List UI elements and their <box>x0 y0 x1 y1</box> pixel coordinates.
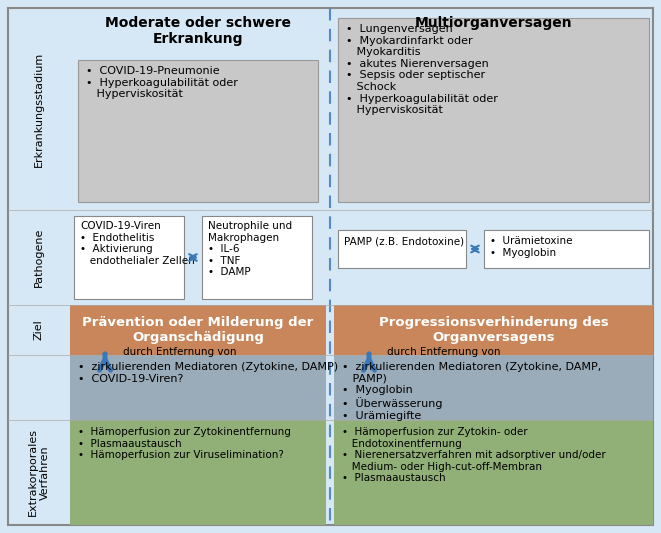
Text: Neutrophile und
Makrophagen
•  IL-6
•  TNF
•  DAMP: Neutrophile und Makrophagen • IL-6 • TNF… <box>208 221 292 277</box>
Text: Pathogene: Pathogene <box>34 228 44 287</box>
Bar <box>70 420 326 525</box>
Text: Moderate oder schwere
Erkrankung: Moderate oder schwere Erkrankung <box>105 16 291 46</box>
Text: Extrakorporales
Verfahren: Extrakorporales Verfahren <box>28 429 50 516</box>
Bar <box>334 355 653 420</box>
Text: COVID-19-Viren
•  Endothelitis
•  Aktivierung
   endothelialer Zellen: COVID-19-Viren • Endothelitis • Aktivier… <box>80 221 195 266</box>
Bar <box>70 305 326 355</box>
Bar <box>74 216 184 299</box>
Text: •  Lungenversagen
•  Myokardinfarkt oder
   Myokarditis
•  akutes Nierenversagen: • Lungenversagen • Myokardinfarkt oder M… <box>346 24 498 115</box>
Bar <box>484 230 649 268</box>
Text: •  COVID-19-Pneumonie
•  Hyperkoagulabilität oder
   Hyperviskosität: • COVID-19-Pneumonie • Hyperkoagulabilit… <box>86 66 238 99</box>
Bar <box>338 230 466 268</box>
Text: •  Urämietoxine
•  Myoglobin: • Urämietoxine • Myoglobin <box>490 236 572 257</box>
Text: PAMP (z.B. Endotoxine): PAMP (z.B. Endotoxine) <box>344 236 464 246</box>
Text: •  Hämoperfusion zur Zytokinentfernung
•  Plasmaaustausch
•  Hämoperfusion zur V: • Hämoperfusion zur Zytokinentfernung • … <box>78 427 291 460</box>
Text: •  zirkulierenden Mediatoren (Zytokine, DAMP,
   PAMP)
•  Myoglobin
•  Überwässe: • zirkulierenden Mediatoren (Zytokine, D… <box>342 362 602 421</box>
Bar <box>334 420 653 525</box>
Bar <box>334 305 653 355</box>
Text: •  Hämoperfusion zur Zytokin- oder
   Endotoxinentfernung
•  Nierenersatzverfahr: • Hämoperfusion zur Zytokin- oder Endoto… <box>342 427 605 483</box>
Text: Multiorganversagen: Multiorganversagen <box>414 16 572 30</box>
Bar <box>70 355 326 420</box>
Bar <box>338 18 649 202</box>
Bar <box>202 216 312 299</box>
Text: Progressionsverhinderung des
Organversagens: Progressionsverhinderung des Organversag… <box>379 316 608 344</box>
Bar <box>78 60 318 202</box>
Text: Prävention oder Milderung der
Organschädigung: Prävention oder Milderung der Organschäd… <box>83 316 313 344</box>
Text: durch Entfernung von: durch Entfernung von <box>387 347 500 357</box>
Text: durch Entfernung von: durch Entfernung von <box>123 347 237 357</box>
Text: •  zirkulierenden Mediatoren (Zytokine, DAMP)
•  COVID-19-Viren?: • zirkulierenden Mediatoren (Zytokine, D… <box>78 362 338 384</box>
Text: Ziel: Ziel <box>34 320 44 341</box>
Text: Erkrankungsstadium: Erkrankungsstadium <box>34 51 44 167</box>
